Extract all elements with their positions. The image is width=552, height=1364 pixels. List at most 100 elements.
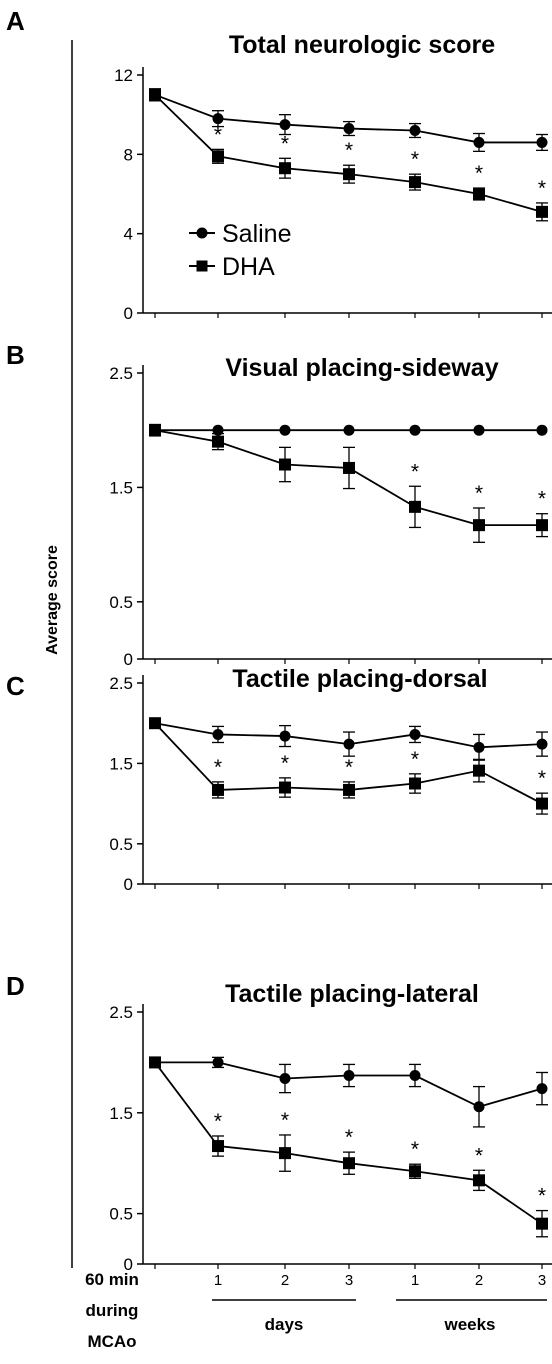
panel-c-dha-point <box>279 781 291 794</box>
panel-d-y-tick-label: 2.5 <box>109 1003 133 1022</box>
panel-d-dha-point <box>279 1147 291 1160</box>
legend: Saline DHA <box>189 220 292 281</box>
panel-a-y-tick-label: 12 <box>114 66 133 85</box>
panel-d-y-tick-label: 1.5 <box>109 1104 133 1123</box>
panel-a-plot: 0 4 8 12 * * * * * * <box>114 66 552 323</box>
panel-d-dha-point <box>149 1056 161 1069</box>
panel-b-dha-point <box>212 435 224 448</box>
panel-d-dha-point <box>409 1165 421 1178</box>
panel-c-saline-point <box>212 728 224 740</box>
panel-a-title: Total neurologic score <box>229 31 495 59</box>
panel-c-dha-point <box>343 783 355 796</box>
panel-d-saline-point <box>409 1070 421 1082</box>
panel-b-significance-star: * <box>411 460 419 483</box>
panel-d-dha-point <box>536 1217 548 1230</box>
panel-b-saline-point <box>279 424 291 436</box>
panel-b-dha-point <box>343 461 355 474</box>
panel-a-dha-point <box>409 176 421 189</box>
panel-b-saline-point <box>212 424 224 436</box>
panel-d-significance-star: * <box>345 1126 353 1149</box>
days-label: days <box>265 1315 304 1334</box>
panel-letter-b: B <box>6 340 25 370</box>
panel-c-saline-point <box>409 728 421 740</box>
panel-b-y-tick-label: 0.5 <box>109 593 133 612</box>
panel-b-dha-point <box>473 519 485 532</box>
panel-c-dha-point <box>536 797 548 810</box>
panel-d-saline-point <box>279 1073 291 1085</box>
panel-c-y-tick-label: 0 <box>124 875 133 894</box>
panel-c-dha-point <box>149 717 161 730</box>
panel-c-y-tick-label: 1.5 <box>109 754 133 773</box>
panel-c-significance-star: * <box>281 752 289 775</box>
panel-a-significance-star: * <box>538 177 546 200</box>
x-tick-week-2: 2 <box>475 1272 483 1289</box>
panel-a-y-tick-label: 4 <box>124 225 133 244</box>
x-tick-day-1: 1 <box>214 1272 222 1289</box>
legend-dha-marker <box>196 260 208 272</box>
panel-d-significance-star: * <box>475 1144 483 1167</box>
panel-d-saline-point <box>473 1101 485 1113</box>
panel-b-dha-point <box>149 424 161 437</box>
panel-d-dha-point <box>212 1140 224 1153</box>
panel-b-y-tick-label: 0 <box>124 650 133 669</box>
x-axis-labels: 60 min during MCAo 1 2 3 1 2 3 days week… <box>85 1270 547 1351</box>
panel-d-significance-star: * <box>281 1109 289 1132</box>
panel-c-y-tick-label: 0.5 <box>109 835 133 854</box>
panel-d-dha-point <box>343 1157 355 1170</box>
panel-b-title: Visual placing-sideway <box>225 354 498 382</box>
panel-b-significance-star: * <box>475 482 483 505</box>
x-tick-week-1: 1 <box>411 1272 419 1289</box>
panel-a-significance-star: * <box>281 132 289 155</box>
x-tick-day-2: 2 <box>281 1272 289 1289</box>
panel-a-dha-point <box>343 168 355 181</box>
panel-c-significance-star: * <box>214 756 222 779</box>
x-label-60min-line1: 60 min <box>85 1270 139 1289</box>
panel-a-saline-point <box>343 123 355 135</box>
panel-a-dha-point <box>536 205 548 218</box>
panel-b-y-tick-label: 1.5 <box>109 478 133 497</box>
panel-d-plot: 0 0.5 1.5 2.5 * * * * * * <box>109 1003 552 1274</box>
legend-dha-label: DHA <box>222 253 275 281</box>
panel-letter-c: C <box>6 671 25 701</box>
x-tick-week-3: 3 <box>538 1272 546 1289</box>
panel-c-dha-point <box>409 777 421 790</box>
panel-a-y-tick-label: 8 <box>124 145 133 164</box>
panel-letter-a: A <box>6 6 25 36</box>
panel-a-saline-point <box>409 125 421 137</box>
legend-saline-marker <box>196 227 208 239</box>
panel-b-saline-point <box>409 424 421 436</box>
panel-d-y-tick-label: 0 <box>124 1255 133 1274</box>
panel-c-dha-point <box>212 783 224 796</box>
panel-c-saline-point <box>473 741 485 753</box>
panel-d-dha-point <box>473 1174 485 1187</box>
panel-a-dha-point <box>279 162 291 175</box>
panel-d-title: Tactile placing-lateral <box>225 980 479 1008</box>
panel-c-saline-point <box>536 738 548 750</box>
panel-a-saline-point <box>212 113 224 125</box>
panel-b-dha-point <box>536 519 548 532</box>
panel-d-y-tick-label: 0.5 <box>109 1205 133 1224</box>
panel-b-significance-star: * <box>538 488 546 511</box>
panel-c-saline-point <box>279 730 291 742</box>
panel-a-dha-point <box>212 150 224 163</box>
panel-d-saline-point <box>343 1070 355 1082</box>
panel-a-dha-point <box>149 88 161 101</box>
panel-d-saline-point <box>212 1056 224 1068</box>
x-label-60min-line3: MCAo <box>87 1332 136 1351</box>
panel-b-saline-point <box>343 424 355 436</box>
panel-b-plot: 0 0.5 1.5 2.5 * * * <box>109 364 552 669</box>
panel-c-title: Tactile placing-dorsal <box>232 665 487 693</box>
panel-c-significance-star: * <box>345 756 353 779</box>
panel-c-significance-star: * <box>411 748 419 771</box>
panel-d-significance-star: * <box>538 1185 546 1208</box>
panel-a-dha-point <box>473 188 485 200</box>
panel-a-significance-star: * <box>475 162 483 185</box>
panel-c-y-tick-label: 2.5 <box>109 674 133 693</box>
panel-b-y-tick-label: 2.5 <box>109 364 133 383</box>
panel-a-saline-point <box>473 136 485 148</box>
panel-a-significance-star: * <box>345 139 353 162</box>
panel-b-saline-point <box>536 424 548 436</box>
panel-a-saline-point <box>279 119 291 131</box>
panel-a-significance-star: * <box>411 148 419 171</box>
